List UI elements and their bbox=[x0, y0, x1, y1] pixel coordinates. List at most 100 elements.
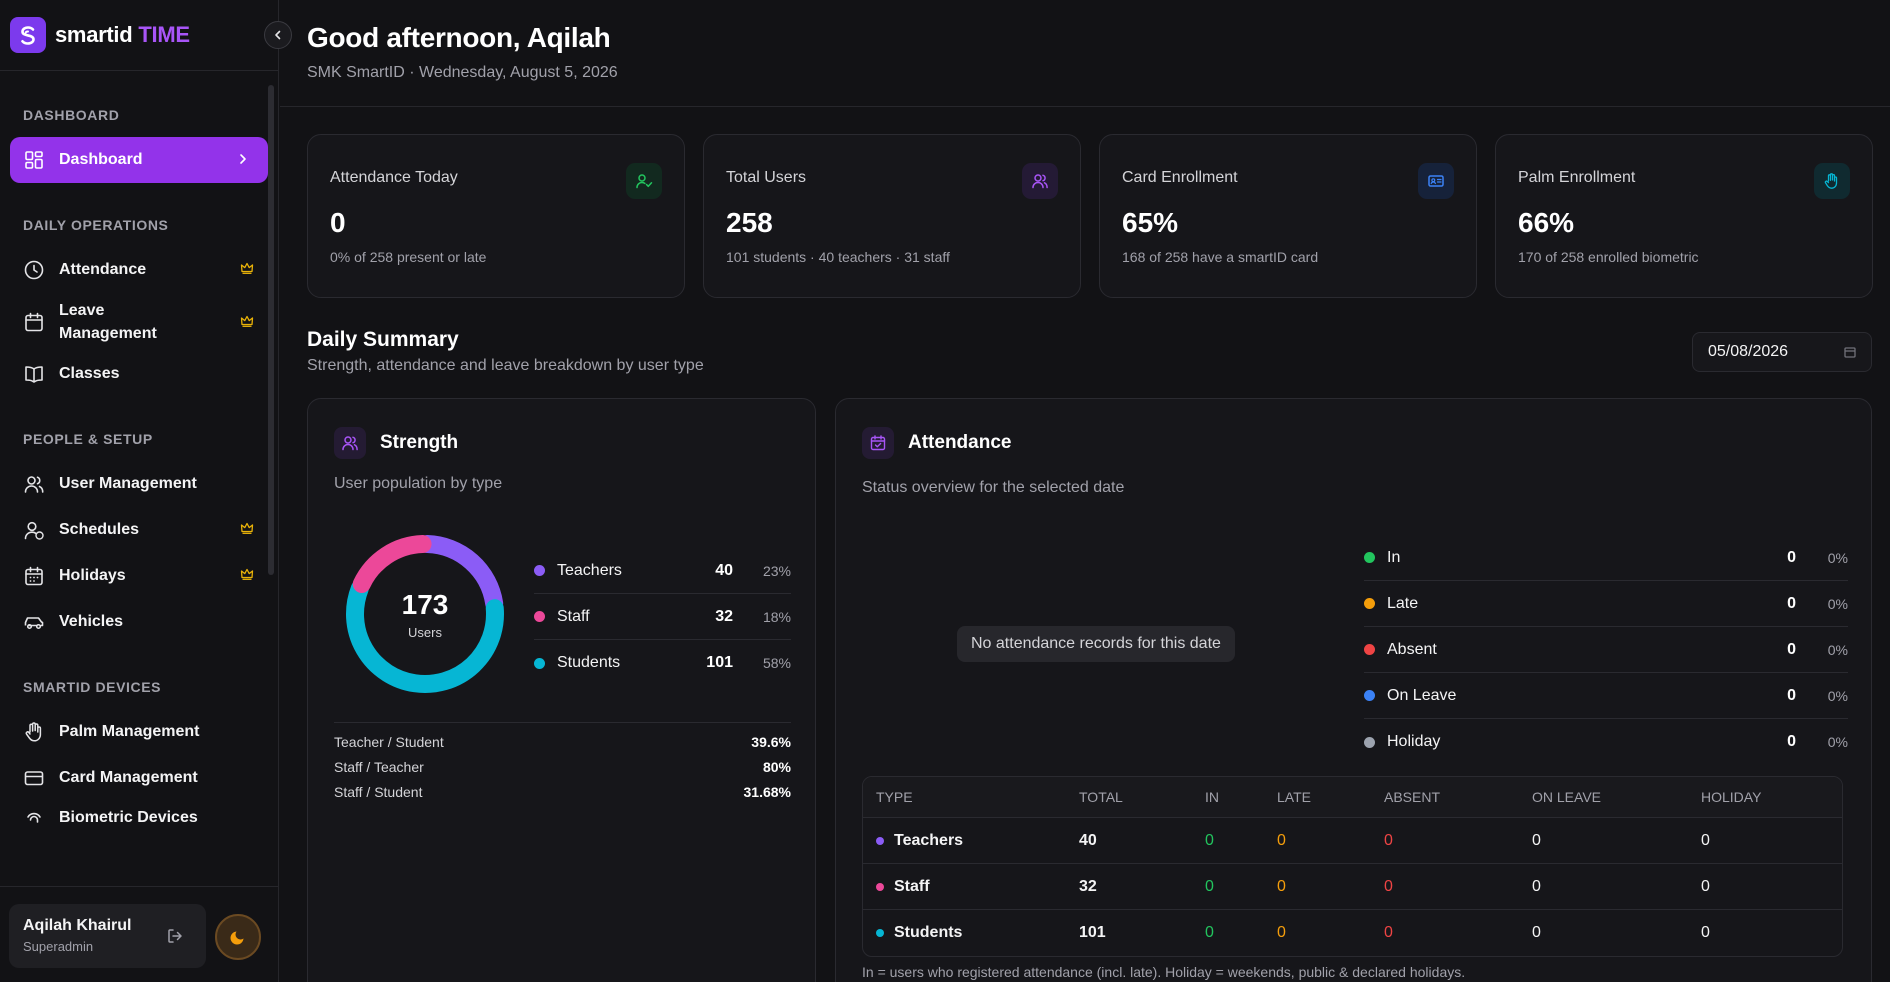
sidebar-item-dashboard[interactable]: Dashboard bbox=[10, 137, 268, 183]
dashboard-grid-icon bbox=[23, 149, 45, 171]
stat-card-palm-enrollment[interactable]: Palm Enrollment 66% 170 of 258 enrolled … bbox=[1495, 134, 1873, 298]
calendar-icon[interactable] bbox=[1843, 345, 1857, 364]
card-label: Total Users bbox=[726, 169, 807, 186]
cell-in: 0 bbox=[1205, 924, 1214, 941]
logout-icon[interactable] bbox=[166, 927, 184, 950]
legend-value: 32 bbox=[715, 607, 733, 625]
card-value: 258 bbox=[726, 207, 773, 238]
attendance-panel: Attendance Status overview for the selec… bbox=[835, 398, 1872, 982]
panel-description: User population by type bbox=[334, 475, 503, 492]
sidebar-item-user-management[interactable]: User Management bbox=[10, 461, 268, 507]
cell-late: 0 bbox=[1277, 877, 1286, 895]
stat-card-total-users[interactable]: Total Users 258 101 students · 40 teache… bbox=[703, 134, 1081, 298]
status-percent: 0% bbox=[1827, 595, 1848, 612]
sidebar-scrollbar[interactable] bbox=[268, 85, 274, 575]
status-dot bbox=[1364, 690, 1375, 701]
sidebar-item-attendance[interactable]: Attendance bbox=[10, 247, 268, 293]
sidebar-nav: DASHBOARD Dashboard DAILY OPERATIONS Att… bbox=[0, 107, 278, 829]
sidebar-item-label: Attendance bbox=[59, 261, 147, 278]
collapse-sidebar-button[interactable] bbox=[264, 21, 292, 49]
users-icon bbox=[334, 427, 366, 459]
strength-legend: Teachers 40 23% Staff 32 18% Students 10… bbox=[534, 548, 791, 686]
cell-total: 32 bbox=[1079, 877, 1097, 895]
smartid-logo-icon bbox=[10, 17, 46, 53]
table-row: Teachers 40 0 0 0 0 0 bbox=[863, 818, 1842, 864]
legend-dot bbox=[534, 565, 545, 576]
donut-slice-staff bbox=[352, 535, 432, 593]
status-row-absent: Absent 0 0% bbox=[1364, 627, 1848, 673]
nav-section-dashboard: DASHBOARD bbox=[23, 107, 120, 123]
column-header: HOLIDAY bbox=[1701, 789, 1762, 805]
main-content: Good afternoon, Aqilah SMK SmartID · Wed… bbox=[280, 0, 1890, 982]
stat-card-card-enrollment[interactable]: Card Enrollment 65% 168 of 258 have a sm… bbox=[1099, 134, 1477, 298]
card-value: 66% bbox=[1518, 207, 1575, 238]
sidebar-item-label: Holidays bbox=[59, 567, 126, 584]
book-open-icon bbox=[23, 363, 45, 385]
sidebar-item-label: Palm Management bbox=[59, 723, 200, 740]
cell-type: Staff bbox=[876, 878, 930, 896]
car-icon bbox=[23, 611, 45, 633]
user-role: Superadmin bbox=[23, 939, 94, 954]
cell-type: Students bbox=[876, 924, 962, 942]
users-icon bbox=[1022, 163, 1058, 199]
status-percent: 0% bbox=[1827, 641, 1848, 658]
cell-holiday: 0 bbox=[1701, 924, 1710, 941]
cell-on-leave: 0 bbox=[1532, 924, 1541, 941]
sidebar-item-label: Biometric Devices bbox=[59, 809, 198, 826]
attendance-table: TYPE TOTAL IN LATE ABSENT ON LEAVE HOLID… bbox=[862, 776, 1843, 957]
legend-name: Students bbox=[557, 654, 621, 671]
user-profile[interactable]: Aqilah Khairul Superadmin bbox=[9, 904, 206, 968]
cell-absent: 0 bbox=[1384, 924, 1393, 941]
panel-header: Strength bbox=[334, 427, 458, 459]
daily-summary-subtitle: Strength, attendance and leave breakdown… bbox=[307, 357, 704, 374]
sidebar-item-vehicles[interactable]: Vehicles bbox=[10, 599, 268, 645]
users-icon bbox=[23, 473, 45, 495]
legend-percent: 58% bbox=[762, 655, 791, 671]
date-picker-input[interactable]: 05/08/2026 bbox=[1692, 332, 1872, 372]
cell-absent: 0 bbox=[1384, 877, 1393, 895]
column-header: LATE bbox=[1277, 789, 1311, 805]
sidebar-item-label: Card Management bbox=[59, 769, 198, 786]
legend-row-students: Students 101 58% bbox=[534, 640, 791, 686]
panel-description: Status overview for the selected date bbox=[862, 479, 1125, 496]
crown-icon bbox=[240, 314, 254, 333]
status-percent: 0% bbox=[1827, 549, 1848, 566]
ratio-row: Staff / Teacher 80% bbox=[334, 759, 791, 775]
calendar-icon bbox=[23, 311, 45, 333]
user-name: Aqilah Khairul bbox=[23, 917, 132, 934]
calendar-days-icon bbox=[23, 565, 45, 587]
table-footnote: In = users who registered attendance (in… bbox=[862, 964, 1466, 980]
avatar[interactable] bbox=[215, 914, 261, 960]
cell-late: 0 bbox=[1277, 831, 1286, 849]
status-row-on-leave: On Leave 0 0% bbox=[1364, 673, 1848, 719]
cell-holiday: 0 bbox=[1701, 877, 1710, 895]
status-dot bbox=[1364, 598, 1375, 609]
sidebar-item-leave-management[interactable]: Leave Management bbox=[10, 293, 268, 351]
daily-summary-title: Daily Summary bbox=[307, 328, 459, 351]
brand[interactable]: smartid TIME bbox=[0, 0, 292, 71]
donut-slice-students bbox=[346, 579, 504, 693]
sidebar-item-holidays[interactable]: Holidays bbox=[10, 553, 268, 599]
cell-on-leave: 0 bbox=[1532, 877, 1541, 895]
table-row: Students 101 0 0 0 0 0 bbox=[863, 910, 1842, 956]
donut-total-label: Users bbox=[408, 624, 442, 640]
strength-donut-chart: 173 Users bbox=[340, 529, 510, 699]
moon-icon bbox=[230, 931, 244, 945]
nav-section-smartid-devices: SMARTID DEVICES bbox=[23, 679, 162, 695]
sidebar-item-palm-management[interactable]: Palm Management bbox=[10, 709, 268, 755]
crown-icon bbox=[240, 567, 254, 586]
card-subtext: 0% of 258 present or late bbox=[330, 249, 487, 265]
panel-header: Attendance bbox=[862, 427, 1011, 459]
card-subtext: 101 students · 40 teachers · 31 staff bbox=[726, 249, 950, 265]
sidebar-item-schedules[interactable]: Schedules bbox=[10, 507, 268, 553]
sidebar-item-classes[interactable]: Classes bbox=[10, 351, 268, 397]
status-dot bbox=[1364, 736, 1375, 748]
status-value: 0 bbox=[1787, 640, 1796, 658]
sidebar-item-biometric-devices[interactable]: Biometric Devices bbox=[10, 801, 268, 829]
column-header: TOTAL bbox=[1079, 789, 1123, 805]
sidebar-item-card-management[interactable]: Card Management bbox=[10, 755, 268, 801]
sidebar-item-label: Schedules bbox=[59, 521, 140, 538]
stat-card-attendance-today[interactable]: Attendance Today 0 0% of 258 present or … bbox=[307, 134, 685, 298]
card-subtext: 170 of 258 enrolled biometric bbox=[1518, 249, 1699, 265]
status-name: On Leave bbox=[1387, 686, 1457, 704]
